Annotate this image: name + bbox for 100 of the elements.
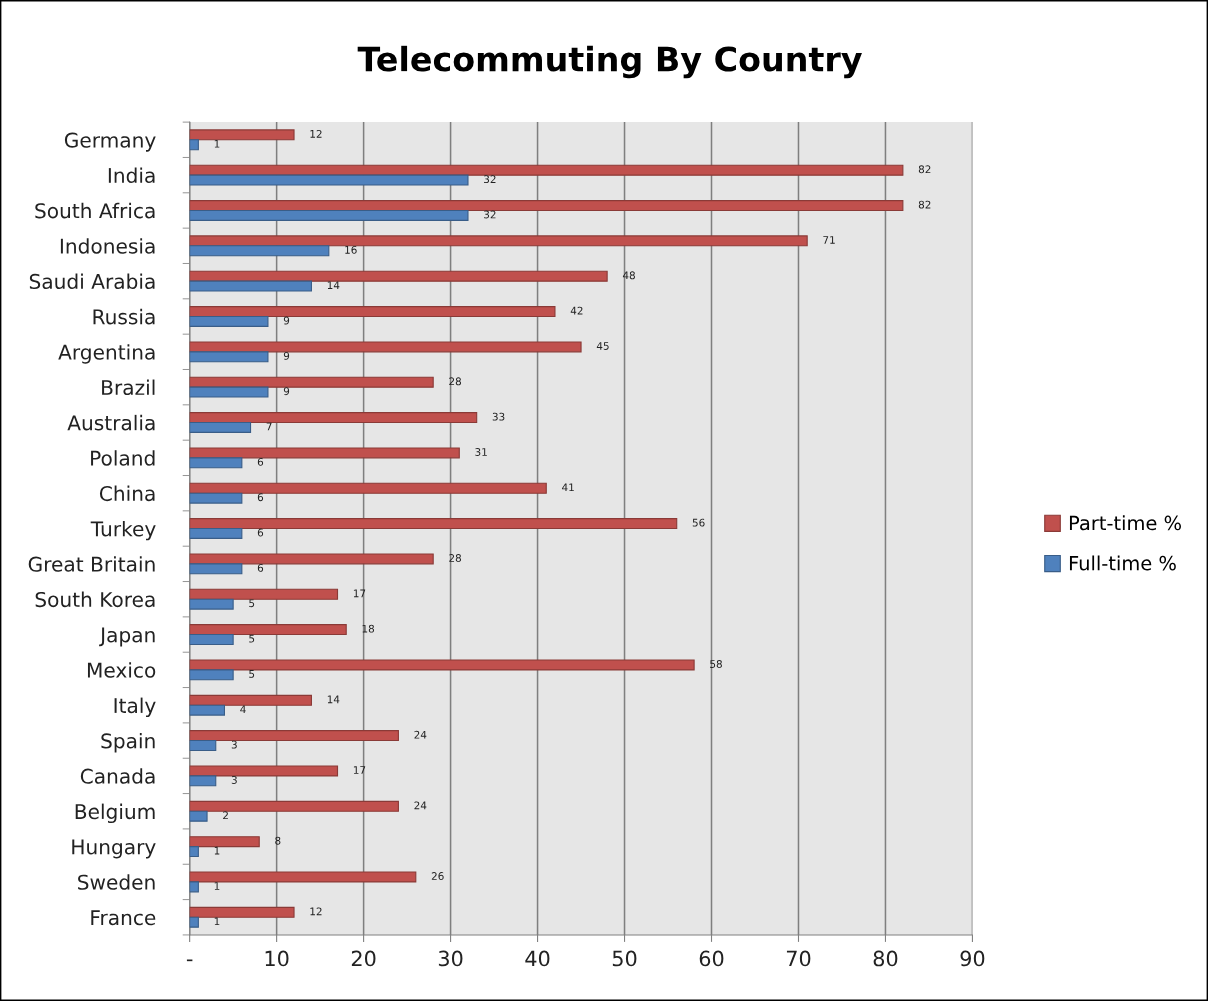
data-label: 28 <box>449 554 462 562</box>
data-label: 24 <box>414 801 427 810</box>
y-tick-label: South Africa <box>35 202 155 219</box>
data-label: 9 <box>283 351 290 360</box>
bar <box>189 588 339 600</box>
x-tick-label: 50 <box>612 950 637 967</box>
bar <box>189 200 904 212</box>
y-tick-label: Poland <box>91 450 155 466</box>
data-label: 5 <box>249 670 255 678</box>
data-label: 1 <box>214 140 220 148</box>
bar <box>189 800 399 812</box>
bar <box>189 270 608 282</box>
data-label: 14 <box>327 281 340 289</box>
bar <box>189 740 217 752</box>
bar <box>189 694 312 706</box>
data-label: 18 <box>362 624 375 633</box>
bar <box>189 598 234 610</box>
y-tick-label: Australia <box>67 414 155 431</box>
y-tick-label: Belgium <box>75 803 155 824</box>
y-tick-label: Argentina <box>58 344 155 364</box>
data-label: 28 <box>449 377 462 386</box>
data-label: 12 <box>310 129 322 138</box>
data-label: 32 <box>484 210 496 219</box>
data-label: 17 <box>353 766 366 774</box>
data-label: 56 <box>692 518 705 527</box>
y-tick-label: Turkey <box>90 520 156 541</box>
bar <box>189 810 208 822</box>
bar <box>189 553 434 565</box>
bar <box>189 341 582 353</box>
data-label: 58 <box>710 660 722 668</box>
data-label: 8 <box>275 836 281 845</box>
bar <box>189 386 269 398</box>
data-label: 5 <box>249 599 255 608</box>
bar <box>189 174 469 186</box>
bar <box>189 871 417 883</box>
data-label: 26 <box>431 872 444 880</box>
bar <box>189 492 243 504</box>
data-label: 6 <box>257 493 264 502</box>
data-label: 1 <box>214 846 220 855</box>
bar <box>189 482 547 494</box>
data-label: 82 <box>918 200 931 209</box>
y-tick-label: Great Britain <box>28 556 155 572</box>
bar <box>189 376 434 388</box>
x-tick-label: - <box>186 959 193 962</box>
bar <box>189 315 269 327</box>
legend-label: Part-time % <box>1069 515 1181 531</box>
x-tick-label: 80 <box>873 950 898 967</box>
bar <box>189 881 199 893</box>
bar <box>189 306 556 318</box>
y-tick-label: Germany <box>64 132 156 152</box>
bar <box>189 421 252 433</box>
bar <box>189 447 460 459</box>
data-label: 14 <box>327 695 340 704</box>
y-tick-label: China <box>99 485 155 502</box>
bar <box>189 518 678 530</box>
y-tick-label: Italy <box>114 697 156 718</box>
bar <box>189 669 234 681</box>
x-tick-label: 90 <box>960 950 985 967</box>
bar <box>189 730 399 742</box>
y-tick-label: Hungary <box>72 839 156 859</box>
data-label: 6 <box>257 563 264 572</box>
data-label: 17 <box>353 589 366 598</box>
y-tick-label: Canada <box>80 768 155 784</box>
data-label: 33 <box>492 412 505 421</box>
bar <box>189 775 217 787</box>
x-tick-label: 40 <box>525 950 550 967</box>
bar <box>189 209 469 221</box>
data-label: 31 <box>475 448 487 456</box>
bar <box>189 164 904 176</box>
x-tick-label: 20 <box>351 950 376 967</box>
data-label: 42 <box>570 306 583 315</box>
data-label: 1 <box>214 917 220 926</box>
y-tick-label: Mexico <box>87 662 156 678</box>
y-tick-label: South Korea <box>35 591 155 608</box>
bar <box>189 624 347 636</box>
data-label: 9 <box>283 316 290 325</box>
data-label: 24 <box>414 730 427 739</box>
data-label: 1 <box>214 882 220 890</box>
data-label: 48 <box>622 271 635 280</box>
data-label: 5 <box>249 634 255 643</box>
y-tick-label: France <box>91 910 156 926</box>
bar <box>189 916 199 928</box>
y-tick-label: India <box>108 167 155 184</box>
y-tick-label: Saudi Arabia <box>29 273 155 290</box>
x-tick-label: 10 <box>265 950 289 967</box>
data-label: 32 <box>484 175 496 184</box>
data-label: 3 <box>231 740 237 749</box>
data-label: 71 <box>823 236 835 244</box>
data-label: 16 <box>345 245 357 254</box>
data-label: 6 <box>257 457 264 466</box>
bar <box>189 846 199 858</box>
data-label: 9 <box>283 387 290 396</box>
bar <box>189 129 295 141</box>
chart-title: Telecommuting By Country <box>357 45 862 79</box>
data-label: 82 <box>918 165 931 174</box>
bar <box>189 245 330 257</box>
bar <box>189 633 234 645</box>
x-tick-label: 30 <box>438 950 463 967</box>
data-label: 12 <box>310 907 322 916</box>
data-label: 6 <box>257 528 264 537</box>
